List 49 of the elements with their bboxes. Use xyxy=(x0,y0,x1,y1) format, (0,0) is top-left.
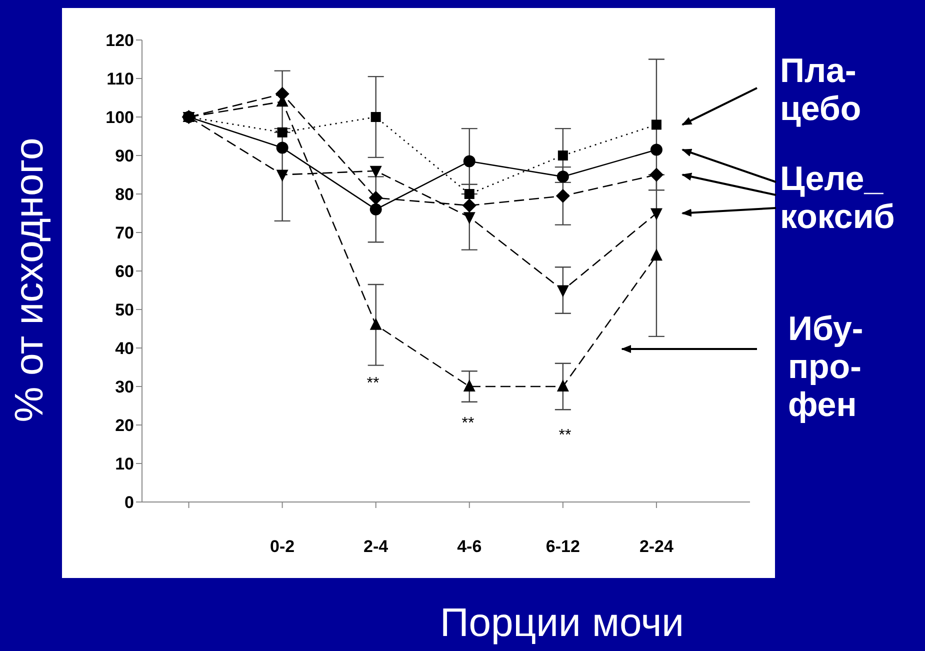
point xyxy=(463,212,476,224)
x-tick-label: 4-6 xyxy=(457,537,482,556)
point xyxy=(276,170,288,182)
x-tick-label: 0-2 xyxy=(270,537,295,556)
y-tick-label: 90 xyxy=(115,146,134,166)
point xyxy=(558,150,568,160)
y-tick-label: 20 xyxy=(115,416,134,436)
point xyxy=(556,188,570,203)
x-tick-label: 6-12 xyxy=(546,537,580,556)
x-tick-label: 2-24 xyxy=(639,537,674,556)
point xyxy=(651,120,662,130)
point xyxy=(650,248,662,261)
point xyxy=(277,127,288,138)
point xyxy=(649,168,664,182)
point xyxy=(463,155,476,168)
text: Ибу- про- фен xyxy=(788,310,864,424)
y-tick-label: 40 xyxy=(115,339,134,358)
point xyxy=(368,190,383,205)
y-tick-label: 80 xyxy=(115,185,134,204)
y-tick-label: 100 xyxy=(106,108,134,128)
point xyxy=(276,142,288,154)
point xyxy=(464,189,474,199)
point xyxy=(370,203,382,216)
point xyxy=(556,170,569,183)
text: Пла- цебо xyxy=(780,52,862,128)
point xyxy=(370,112,381,122)
point xyxy=(650,144,662,156)
point xyxy=(463,380,476,392)
point xyxy=(370,318,382,330)
point xyxy=(556,380,569,392)
x-axis-title: Порции мочи xyxy=(440,600,684,646)
annotation: ** xyxy=(558,426,572,446)
y-tick-label: 30 xyxy=(115,378,134,397)
y-tick-label: 10 xyxy=(115,454,134,474)
y-tick-label: 70 xyxy=(115,224,134,243)
point xyxy=(556,285,569,298)
point xyxy=(370,166,382,178)
annotation: ** xyxy=(460,414,476,434)
annotation: ** xyxy=(366,374,380,394)
text: Целе_ коксиб xyxy=(780,160,895,236)
x-tick-label: 2-4 xyxy=(364,537,389,556)
y-tick-label: 0 xyxy=(124,493,134,512)
point xyxy=(650,208,662,220)
y-tick-label: 50 xyxy=(115,300,134,320)
y-axis-title: % от исходного xyxy=(8,138,52,422)
point xyxy=(462,198,476,213)
y-tick-label: 110 xyxy=(106,70,134,89)
y-tick-label: 120 xyxy=(106,31,134,50)
y-tick-label: 60 xyxy=(115,262,134,282)
